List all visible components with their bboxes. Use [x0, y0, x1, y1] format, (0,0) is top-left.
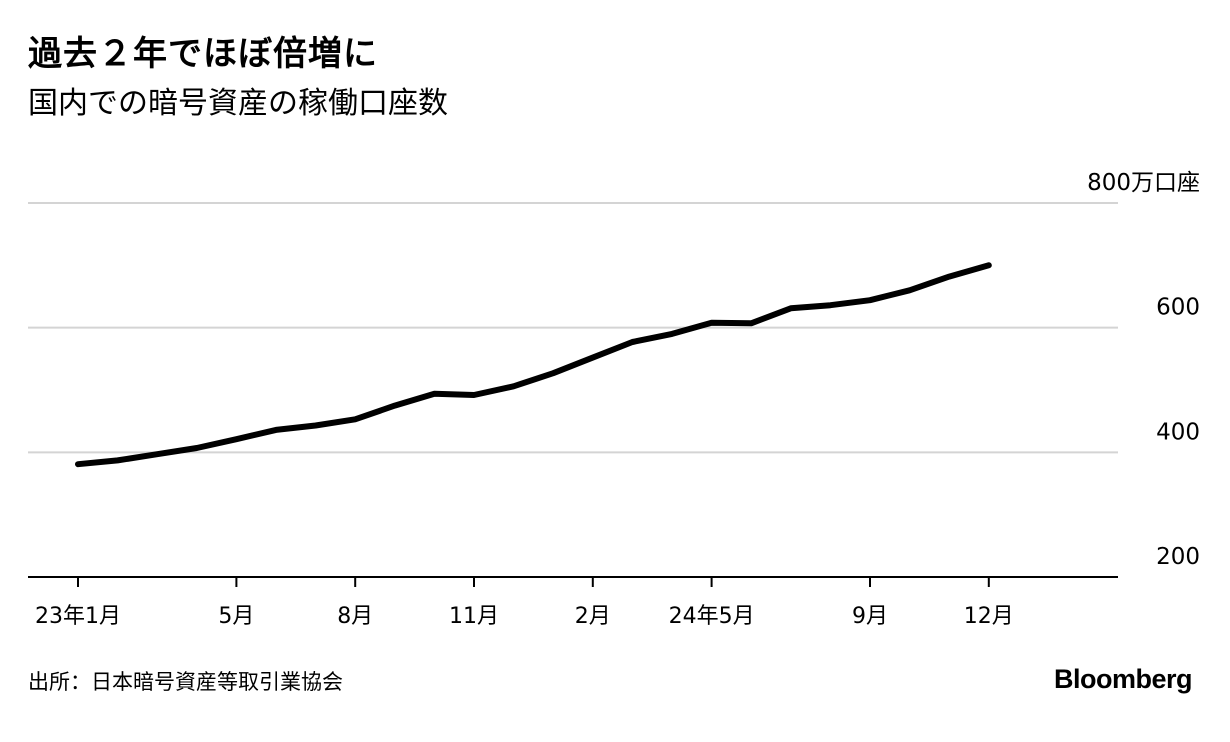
y-tick-labels: 800万口座 600 400 200: [1087, 170, 1200, 570]
series-lines: [75, 262, 992, 468]
x-tick-label-16: 24年5月: [669, 604, 755, 629]
source-note: 出所：日本暗号資産等取引業協会: [28, 670, 343, 694]
y-tick-label-600: 600: [1156, 295, 1200, 321]
x-tick-label-4: 5月: [218, 604, 254, 629]
x-tick-label-13: 2月: [575, 604, 611, 629]
x-tick-label-23: 12月: [964, 604, 1014, 629]
x-axis: 23年1月 5月 8月 11月 2月 24年5月 9月 12月: [28, 576, 1118, 629]
x-tick-label-20: 9月: [852, 604, 888, 629]
gridlines: [28, 202, 1118, 454]
y-tick-label-400: 400: [1156, 419, 1200, 445]
x-tick-label-7: 8月: [337, 604, 373, 629]
y-tick-label-800: 800万口座: [1087, 170, 1200, 196]
bloomberg-logo: Bloomberg: [1053, 664, 1193, 694]
series-line-0: [75, 262, 992, 468]
x-tick-label-10: 11月: [449, 604, 499, 629]
chart-title: 過去２年でほぼ倍増に: [28, 34, 378, 74]
y-tick-label-200: 200: [1156, 544, 1200, 570]
x-tick-label-0: 23年1月: [35, 604, 121, 629]
chart-subtitle: 国内での暗号資産の稼働口座数: [28, 86, 448, 121]
